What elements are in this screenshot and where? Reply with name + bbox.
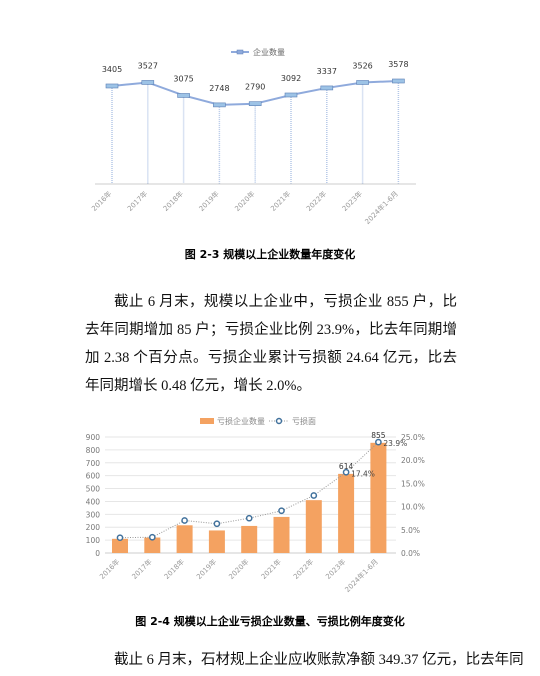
data-label: 2748: [209, 84, 229, 93]
x-tick-label: 2021年: [259, 557, 283, 581]
data-label: 3405: [102, 65, 122, 74]
point: [278, 507, 285, 515]
data-label: 855: [371, 431, 386, 440]
bar: [112, 538, 128, 553]
y-tick-label: 300: [86, 510, 101, 519]
caption: 图 2-3 规模以上企业数量年度变化: [184, 248, 356, 261]
y-tick-label: 400: [86, 497, 101, 506]
point: [392, 78, 405, 84]
point: [356, 80, 369, 85]
y2-tick-label: 5.0%: [401, 526, 420, 535]
x-tick-label: 2019年: [197, 189, 221, 213]
point: [148, 533, 156, 541]
paragraph: 截止 6 月末，规模以上企业中，亏损企业 855 户，比去年同期增加 85 户；…: [85, 294, 457, 394]
paragraph: 截止 6 月末，石材规上企业应收账款净额 349.37 亿元，比去年同: [114, 652, 524, 668]
legend-label: 企业数量: [253, 47, 285, 57]
x-tick-label: 2024年1-6月: [343, 557, 380, 594]
bar: [305, 500, 322, 553]
y-tick-label: 0: [95, 549, 100, 558]
point: [284, 92, 298, 98]
y-tick-label: 200: [86, 523, 101, 532]
data-label: 23.9%: [383, 439, 407, 448]
data-label: 3578: [388, 60, 408, 69]
bar: [144, 537, 161, 553]
x-tick-label: 2022年: [304, 189, 328, 213]
point: [375, 438, 382, 446]
y2-tick-label: 25.0%: [401, 433, 425, 442]
y-tick-label: 100: [86, 536, 101, 545]
bar: [273, 516, 290, 553]
x-tick-label: 2024年1-6月: [363, 189, 400, 226]
point: [116, 534, 124, 542]
data-label: 3527: [138, 61, 158, 70]
x-tick-label: 2019年: [194, 557, 218, 581]
point: [320, 85, 334, 91]
y2-tick-label: 20.0%: [401, 456, 425, 465]
x-tick-label: 2018年: [162, 557, 186, 581]
data-label: 3075: [173, 74, 193, 83]
bar: [370, 442, 387, 553]
x-tick-label: 2022年: [291, 557, 315, 581]
legend-marker: [236, 49, 244, 55]
y-tick-label: 700: [86, 459, 101, 468]
bar: [176, 525, 193, 553]
data-label: 3337: [317, 67, 337, 76]
legend-swatch: [200, 418, 214, 424]
x-tick-label: 2016年: [89, 189, 113, 213]
x-tick-label: 2023年: [324, 557, 348, 581]
bar: [241, 525, 258, 553]
caption: 图 2-4 规模以上企业亏损企业数量、亏损比例年度变化: [135, 615, 405, 628]
legend-label: 亏损企业数量: [217, 416, 265, 426]
point: [213, 520, 221, 528]
point: [310, 492, 318, 499]
data-label: 2790: [245, 83, 265, 92]
x-tick-label: 2017年: [125, 189, 149, 213]
y2-tick-label: 15.0%: [401, 479, 425, 488]
x-tick-label: 2016年: [97, 557, 121, 581]
point: [245, 514, 253, 522]
data-label: 3526: [352, 61, 372, 70]
data-label: 17.4%: [351, 469, 375, 478]
x-tick-label: 2020年: [227, 557, 251, 581]
x-tick-label: 2021年: [268, 189, 292, 213]
point: [248, 101, 262, 106]
point: [181, 517, 188, 524]
legend-label: 亏损面: [292, 416, 316, 426]
x-tick-label: 2017年: [130, 557, 154, 581]
bar: [338, 473, 355, 553]
y2-tick-label: 0.0%: [401, 549, 420, 558]
point: [213, 102, 226, 108]
point: [177, 93, 190, 98]
data-label: 614: [339, 462, 354, 471]
data-label: 3092: [281, 74, 301, 83]
y-tick-label: 500: [86, 485, 101, 494]
bar: [208, 530, 225, 553]
point: [105, 83, 119, 89]
y2-tick-label: 10.0%: [401, 503, 425, 512]
legend-marker: [275, 417, 283, 425]
x-tick-label: 2020年: [233, 189, 257, 213]
y-tick-label: 900: [86, 433, 101, 442]
x-tick-label: 2018年: [161, 189, 185, 213]
x-tick-label: 2023年: [340, 189, 364, 213]
point: [141, 80, 155, 85]
y-tick-label: 600: [86, 472, 101, 481]
y-tick-label: 800: [86, 446, 101, 455]
point: [342, 468, 350, 476]
